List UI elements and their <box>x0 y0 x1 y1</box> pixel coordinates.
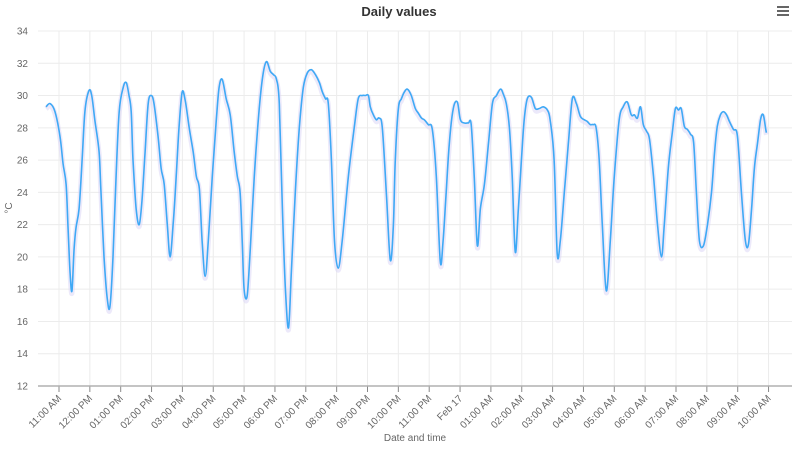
y-tick-label: 24 <box>17 188 29 199</box>
y-tick-label: 22 <box>17 220 29 231</box>
y-tick-label: 30 <box>17 91 29 102</box>
x-tick-label: Feb 17 <box>435 393 465 423</box>
y-tick-label: 32 <box>17 59 29 70</box>
x-tick-label: 10:00 PM <box>365 393 403 431</box>
x-tick-label: 11:00 PM <box>397 393 435 431</box>
y-tick-label: 12 <box>17 382 29 393</box>
y-tick-label: 20 <box>17 252 29 263</box>
y-tick-label: 34 <box>17 27 29 38</box>
x-tick-label: 10:00 AM <box>736 393 774 431</box>
series-line-temperature[interactable] <box>45 60 768 329</box>
y-tick-label: 14 <box>17 349 29 360</box>
hamburger-menu-icon[interactable] <box>777 6 789 16</box>
y-tick-label: 18 <box>17 285 29 296</box>
x-axis-title: Date and time <box>384 433 447 444</box>
y-tick-label: 16 <box>17 317 29 328</box>
y-tick-label: 26 <box>17 156 29 167</box>
chart-title: Daily values <box>361 4 437 19</box>
y-tick-label: 28 <box>17 123 29 134</box>
y-axis-title: °C <box>4 202 15 213</box>
